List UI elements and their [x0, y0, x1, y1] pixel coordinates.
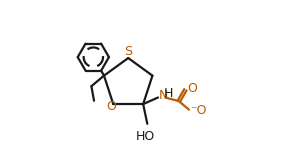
- Text: O: O: [106, 100, 116, 113]
- Text: ⁻O: ⁻O: [190, 104, 206, 117]
- Text: HO: HO: [136, 130, 155, 143]
- Text: O: O: [187, 82, 197, 95]
- Text: N: N: [158, 89, 168, 102]
- Text: H: H: [163, 87, 173, 100]
- Text: S: S: [124, 45, 132, 58]
